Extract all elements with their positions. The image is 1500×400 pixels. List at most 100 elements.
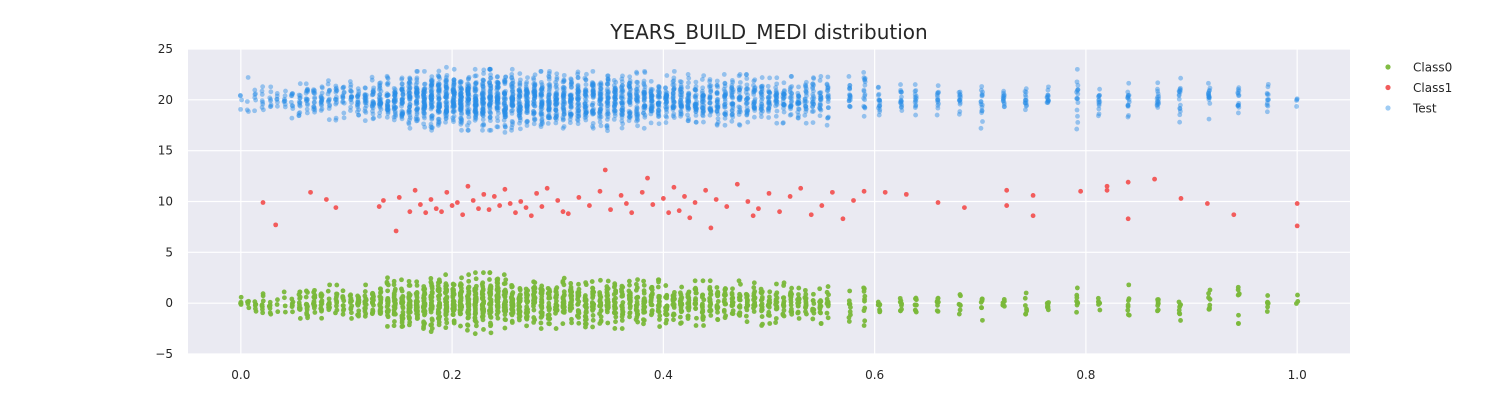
data-point-test (774, 95, 780, 101)
data-point-test (714, 90, 720, 95)
data-point-test (802, 100, 808, 106)
data-point-test (312, 95, 318, 100)
data-point-test (524, 108, 530, 114)
data-point-class0 (479, 295, 485, 301)
data-point-class0 (362, 289, 368, 294)
data-point-test (825, 115, 831, 121)
data-point-class0 (509, 306, 514, 312)
data-point-test (274, 96, 280, 102)
data-point-class0 (1178, 318, 1183, 323)
data-point-class0 (575, 301, 581, 307)
data-point-test (435, 89, 441, 94)
data-point-test (518, 126, 523, 132)
data-point-test (1125, 114, 1131, 120)
data-point-class0 (481, 327, 486, 332)
data-point-test (362, 99, 368, 104)
data-point-class0 (501, 305, 507, 310)
data-point-test (604, 81, 610, 87)
data-point-test (766, 115, 772, 120)
data-point-test (568, 95, 574, 101)
data-point-test (406, 88, 412, 94)
data-point-class0 (576, 308, 582, 314)
data-point-test (751, 114, 757, 120)
data-point-class0 (693, 287, 699, 293)
data-point-class0 (457, 303, 463, 308)
data-point-test (377, 103, 383, 109)
data-point-class0 (400, 309, 406, 315)
data-point-test (312, 96, 318, 102)
data-point-class0 (524, 323, 529, 329)
data-point-class0 (319, 294, 324, 300)
data-point-class0 (532, 284, 537, 290)
data-point-class0 (583, 321, 589, 327)
data-point-test (737, 107, 743, 113)
data-point-class0 (788, 302, 794, 308)
data-point-test (399, 97, 405, 103)
data-point-class0 (655, 303, 661, 308)
data-point-class0 (1022, 295, 1028, 301)
data-point-test (259, 88, 265, 94)
data-point-test (268, 102, 274, 108)
data-point-class0 (591, 302, 597, 307)
data-point-test (488, 100, 494, 106)
data-point-test (1074, 66, 1080, 72)
data-point-class0 (569, 296, 574, 301)
data-point-class0 (325, 288, 331, 294)
data-point-test (311, 87, 317, 93)
data-point-test (333, 83, 339, 89)
data-point-test (619, 110, 625, 116)
data-point-test (487, 66, 493, 72)
data-point-test (898, 89, 904, 95)
data-point-test (642, 70, 648, 75)
data-point-class0 (767, 297, 772, 303)
data-point-class0 (685, 316, 691, 321)
data-point-class1 (523, 205, 529, 211)
data-point-test (532, 117, 538, 122)
data-point-test (612, 85, 618, 91)
data-point-test (957, 92, 963, 98)
data-point-class0 (817, 286, 823, 292)
data-point-class1 (671, 184, 677, 190)
data-point-test (355, 99, 360, 105)
data-point-class0 (1097, 307, 1103, 313)
data-point-test (450, 98, 456, 104)
data-point-test (1235, 110, 1241, 116)
data-point-class1 (428, 197, 434, 202)
data-point-test (583, 82, 589, 87)
data-point-class0 (487, 277, 492, 282)
data-point-class0 (612, 326, 618, 331)
data-point-class0 (569, 320, 574, 326)
data-point-class0 (406, 294, 412, 300)
data-point-class0 (634, 295, 640, 301)
data-point-test (796, 100, 802, 106)
data-point-class0 (1236, 312, 1241, 318)
data-point-test (510, 93, 515, 99)
data-point-test (582, 105, 588, 111)
data-point-class1 (396, 195, 402, 200)
data-point-class0 (597, 292, 603, 298)
data-point-test (575, 106, 580, 111)
data-point-class0 (619, 326, 625, 331)
data-point-class0 (664, 312, 670, 317)
data-point-test (532, 100, 537, 106)
data-point-test (1177, 87, 1183, 93)
data-point-test (619, 125, 625, 131)
data-point-class0 (707, 284, 713, 290)
data-point-test (393, 112, 398, 118)
data-point-test (715, 84, 721, 90)
data-point-test (547, 68, 552, 74)
data-point-test (862, 104, 868, 110)
data-point-test (723, 112, 729, 118)
data-point-test (406, 81, 412, 86)
data-point-test (378, 100, 384, 106)
data-point-class0 (679, 284, 685, 290)
data-point-class0 (267, 299, 273, 305)
data-point-test (253, 97, 259, 103)
data-point-class1 (393, 228, 399, 234)
data-point-class0 (494, 312, 500, 317)
data-point-class0 (480, 280, 486, 286)
data-point-class0 (1074, 285, 1080, 291)
data-point-test (847, 93, 853, 99)
data-point-class0 (458, 283, 463, 288)
data-point-class0 (385, 288, 391, 294)
